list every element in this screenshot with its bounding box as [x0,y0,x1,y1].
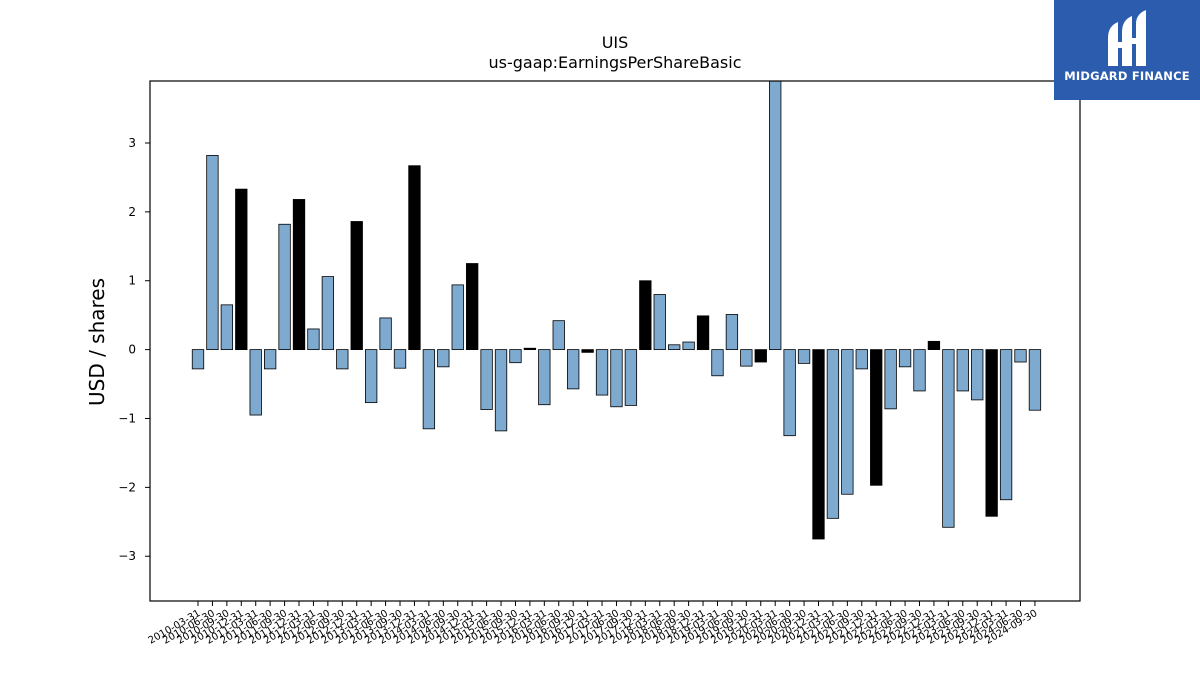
bar-2018-09-30 [682,341,695,351]
bar-2010-06-30 [206,154,219,351]
bar-2019-06-30 [725,314,739,351]
bar-2012-03-31 [307,328,320,351]
bar-2024-09-30 [1028,349,1042,411]
chart-title: UIS [602,33,629,52]
x-axis-ticks: 2010-03-312010-06-302010-09-302010-12-31… [147,601,1039,647]
bar-2017-03-31 [595,349,609,396]
bar-2015-03-31 [480,349,493,410]
bar-2015-09-30 [509,349,522,364]
bar-2010-09-30 [220,304,234,351]
bar-2021-06-30 [841,349,854,495]
bar-2022-09-30 [913,349,926,392]
bar-2022-12-31 [927,340,941,350]
bar-2019-09-30 [740,349,753,367]
bar-2015-12-31 [523,347,537,351]
y-tick-label: −1 [118,411,136,425]
bar-2021-09-30 [855,349,868,370]
bar-2010-03-31 [191,349,205,370]
y-tick-label: −3 [118,549,136,563]
y-tick-label: 3 [128,136,136,150]
bar-2022-03-31 [884,349,897,410]
plot-frame [149,80,1081,602]
bar-2013-09-30 [393,349,407,369]
bar-2023-09-30 [971,349,984,401]
bar-2011-09-30 [278,223,291,351]
bar-2011-03-31 [249,349,262,416]
midgard-logo-icon [1108,10,1146,66]
bar-2010-12-31 [235,188,248,351]
bar-2016-09-30 [567,349,580,390]
bar-2014-03-31 [422,349,436,430]
bar-2021-03-31 [826,349,840,519]
y-tick-label: 1 [128,274,136,288]
y-tick-label: 0 [128,343,136,357]
y-tick-label: 2 [128,205,136,219]
bar-2023-12-31 [985,349,998,517]
bar-2023-03-31 [942,349,955,528]
y-axis-ticks: −3 −2 −1 0 1 2 3 [118,136,150,563]
bar-2014-12-31 [466,263,479,351]
brand-logo: MIDGARD FINANCE [1054,0,1200,100]
bar-2013-06-30 [379,317,392,351]
bar-2014-06-30 [437,349,450,368]
bar-2019-03-31 [711,349,724,377]
bar-2021-12-31 [870,349,883,486]
bar-2017-09-30 [624,349,638,406]
bar-2012-12-31 [350,221,363,351]
bar-2024-03-31 [999,349,1013,501]
bar-2024-06-30 [1014,349,1027,363]
chart-subtitle: us-gaap:EarningsPerShareBasic [488,53,741,72]
bar-2018-06-30 [668,344,681,351]
bar-2018-12-31 [696,315,710,351]
bar-2016-03-31 [538,349,551,406]
bar-2020-06-30 [783,349,796,437]
bar-2015-06-30 [494,349,508,432]
bar-2020-03-31 [769,80,782,351]
bar-2018-03-31 [653,294,666,351]
bar-2011-06-30 [263,349,277,370]
bar-2019-12-31 [754,349,767,363]
bar-2017-12-31 [639,280,652,351]
bar-2020-09-30 [797,349,811,364]
bar-2012-09-30 [336,349,349,370]
bar-2016-12-31 [581,349,594,353]
bars-group [191,80,1042,540]
y-axis-label: USD / shares [85,278,109,406]
logo-text: MIDGARD FINANCE [1064,69,1190,83]
bar-2011-12-31 [292,199,306,351]
bar-2020-12-31 [812,349,825,540]
bar-2017-06-30 [610,349,623,408]
bar-2014-09-30 [451,284,464,351]
bar-2016-06-30 [552,320,565,351]
bar-2012-06-30 [321,276,335,351]
bar-2013-12-31 [408,165,421,351]
bar-2013-03-31 [365,349,378,404]
bar-2022-06-30 [898,349,912,368]
bar-2023-06-30 [956,349,969,392]
y-tick-label: −2 [118,480,136,494]
